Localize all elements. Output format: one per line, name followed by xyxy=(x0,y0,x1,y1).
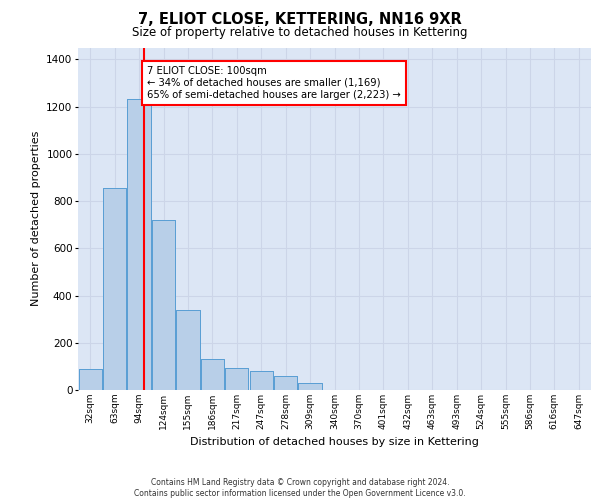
Bar xyxy=(152,220,175,390)
Bar xyxy=(201,360,224,390)
Bar xyxy=(176,310,200,390)
Bar xyxy=(176,310,200,390)
Bar xyxy=(127,100,151,390)
Text: 7 ELIOT CLOSE: 100sqm
← 34% of detached houses are smaller (1,169)
65% of semi-d: 7 ELIOT CLOSE: 100sqm ← 34% of detached … xyxy=(148,66,401,100)
Bar xyxy=(274,376,297,390)
Text: Size of property relative to detached houses in Kettering: Size of property relative to detached ho… xyxy=(132,26,468,39)
X-axis label: Distribution of detached houses by size in Kettering: Distribution of detached houses by size … xyxy=(190,438,479,448)
Bar xyxy=(298,383,322,390)
Bar xyxy=(250,371,273,390)
Bar xyxy=(274,376,297,390)
Bar xyxy=(103,188,126,390)
Text: Contains HM Land Registry data © Crown copyright and database right 2024.
Contai: Contains HM Land Registry data © Crown c… xyxy=(134,478,466,498)
Bar xyxy=(79,368,102,390)
Bar xyxy=(225,368,248,390)
Bar xyxy=(127,100,151,390)
Bar xyxy=(79,368,102,390)
Bar xyxy=(103,188,126,390)
Bar xyxy=(298,383,322,390)
Y-axis label: Number of detached properties: Number of detached properties xyxy=(31,131,41,306)
Bar xyxy=(201,360,224,390)
Text: 7, ELIOT CLOSE, KETTERING, NN16 9XR: 7, ELIOT CLOSE, KETTERING, NN16 9XR xyxy=(138,12,462,28)
Bar xyxy=(225,368,248,390)
Bar xyxy=(250,371,273,390)
Bar xyxy=(152,220,175,390)
